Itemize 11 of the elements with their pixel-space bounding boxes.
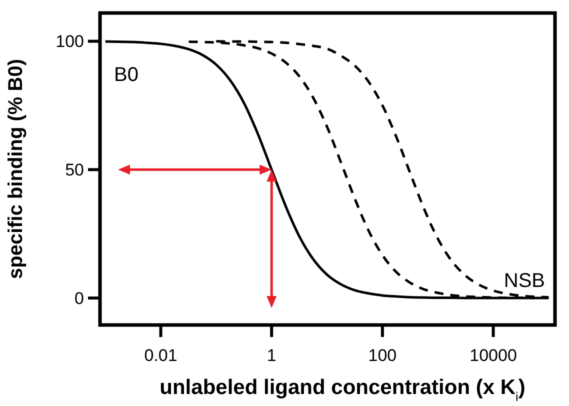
y-axis-title: specific binding (% B0)	[5, 58, 27, 280]
annotation: B0	[114, 64, 138, 86]
x-tick-label: 10000	[470, 346, 517, 365]
y-tick-label: 100	[56, 32, 84, 52]
y-tick-label: 50	[65, 160, 84, 180]
x-tick-label: 1	[266, 346, 276, 365]
annotation: NSB	[504, 270, 545, 292]
y-tick-label: 0	[74, 288, 84, 308]
x-axis-title: unlabeled ligand concentration (x K$_{i}$)	[160, 376, 526, 404]
x-tick-label: 0.01	[144, 346, 178, 365]
x-tick-label: 100	[368, 346, 397, 365]
